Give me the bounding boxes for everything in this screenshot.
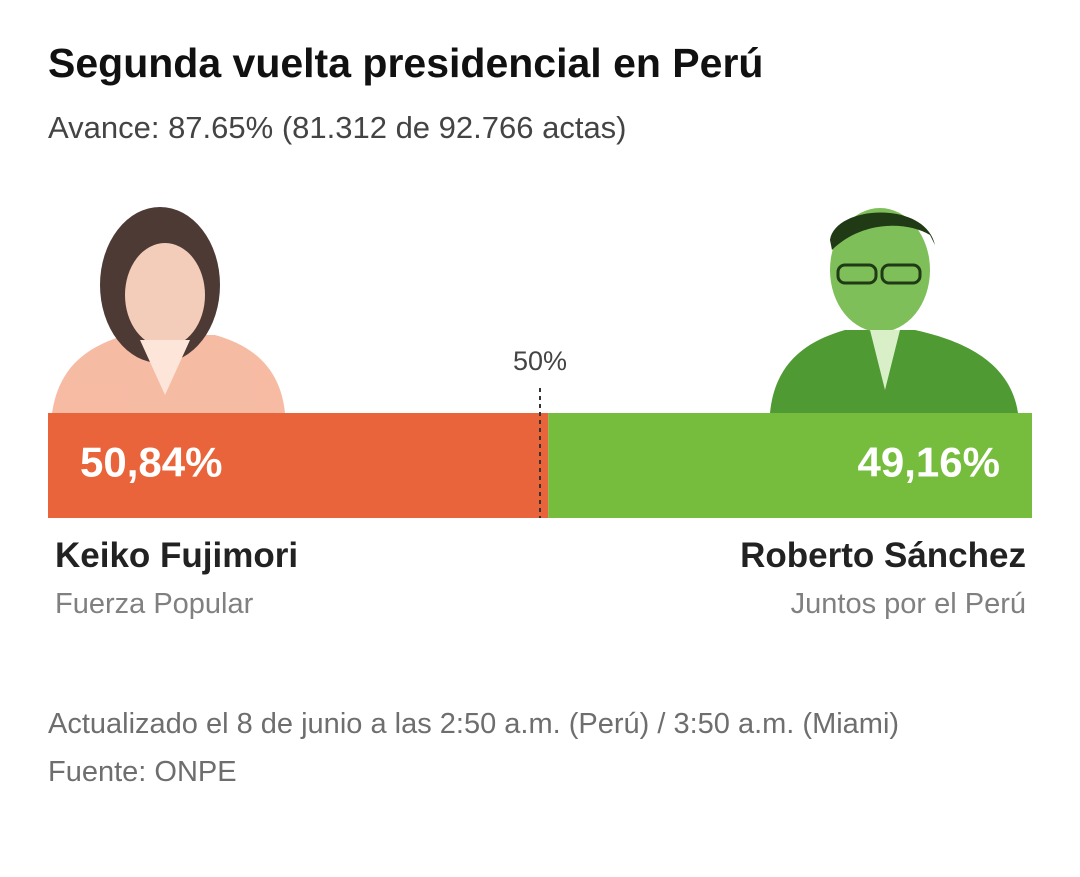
bar-segment xyxy=(548,413,1032,518)
candidate-photo-left xyxy=(52,207,285,413)
candidate-party: Fuerza Popular xyxy=(55,588,254,620)
value-label: 50,84% xyxy=(80,439,222,486)
update-note: Actualizado el 8 de junio a las 2:50 a.m… xyxy=(48,708,900,740)
candidate-photo-right xyxy=(770,208,1018,413)
candidate-party: Juntos por el Perú xyxy=(790,588,1026,620)
notes: Actualizado el 8 de junio a las 2:50 a.m… xyxy=(48,700,1038,796)
reference-label: 50% xyxy=(513,346,567,376)
bar-segment xyxy=(48,413,549,518)
chart-subtitle: Avance: 87.65% (81.312 de 92.766 actas) xyxy=(48,110,627,145)
candidate-name: Keiko Fujimori xyxy=(55,536,299,575)
chart-title: Segunda vuelta presidencial en Perú xyxy=(48,40,764,86)
source-note: Fuente: ONPE xyxy=(48,756,237,788)
candidate-name: Roberto Sánchez xyxy=(740,536,1026,575)
value-label: 49,16% xyxy=(858,439,1000,486)
